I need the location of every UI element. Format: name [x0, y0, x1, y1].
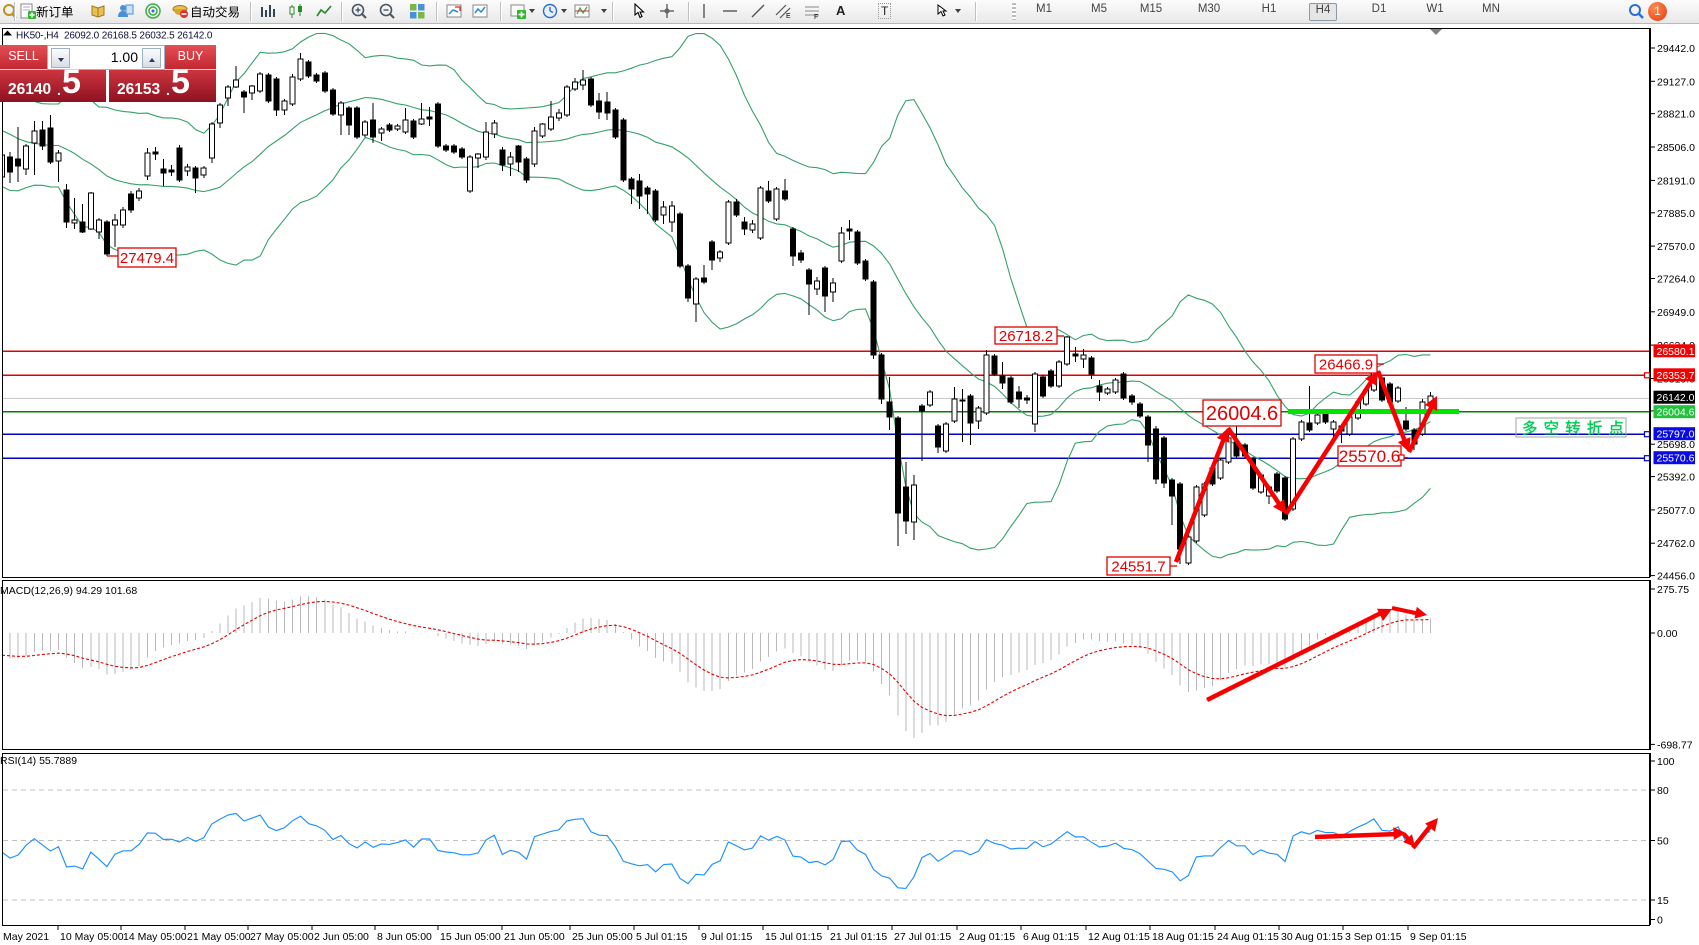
svg-text:26004.6: 26004.6 [1206, 403, 1278, 425]
svg-text:25392.0: 25392.0 [1657, 472, 1695, 484]
svg-text:9 Sep 01:15: 9 Sep 01:15 [1410, 931, 1467, 943]
svg-text:21 Jul 01:15: 21 Jul 01:15 [830, 931, 887, 943]
svg-text:24762.0: 24762.0 [1657, 538, 1695, 550]
svg-text:100: 100 [1657, 756, 1675, 768]
svg-text:26718.2: 26718.2 [999, 328, 1053, 345]
svg-text:29442.0: 29442.0 [1657, 43, 1695, 55]
svg-text:24551.7: 24551.7 [1111, 558, 1165, 575]
svg-text:0: 0 [1657, 915, 1663, 927]
svg-text:12 Aug 01:15: 12 Aug 01:15 [1088, 931, 1150, 943]
svg-text:3 Sep 01:15: 3 Sep 01:15 [1345, 931, 1402, 943]
svg-text:275.75: 275.75 [1657, 584, 1689, 596]
svg-text:E: E [786, 13, 791, 20]
svg-text:25570.6: 25570.6 [1339, 447, 1400, 466]
svg-text:26353.7: 26353.7 [1657, 370, 1695, 382]
svg-text:28506.0: 28506.0 [1657, 142, 1695, 154]
svg-text:5 Jul 01:15: 5 Jul 01:15 [636, 931, 688, 943]
svg-text:-698.77: -698.77 [1657, 739, 1693, 751]
svg-text:2 Jun 05:00: 2 Jun 05:00 [314, 931, 369, 943]
svg-text:26142.0: 26142.0 [1657, 392, 1695, 404]
svg-text:RSI(14) 55.7889: RSI(14) 55.7889 [0, 755, 77, 767]
svg-text:HK50-,H4 26092.0 26168.5 2603: HK50-,H4 26092.0 26168.5 26032.5 26142.0 [16, 31, 213, 42]
svg-text:15 Jul 01:15: 15 Jul 01:15 [765, 931, 822, 943]
svg-text:27264.0: 27264.0 [1657, 274, 1695, 286]
svg-text:15 Jun 05:00: 15 Jun 05:00 [440, 931, 501, 943]
svg-text:26466.9: 26466.9 [1319, 356, 1373, 373]
svg-text:18 Aug 01:15: 18 Aug 01:15 [1152, 931, 1214, 943]
svg-text:0.00: 0.00 [1657, 628, 1678, 640]
svg-text:21 May 05:00: 21 May 05:00 [187, 931, 251, 943]
svg-text:F: F [814, 14, 818, 20]
svg-text:25797.0: 25797.0 [1657, 429, 1695, 441]
svg-text:29127.0: 29127.0 [1657, 76, 1695, 88]
svg-text:25570.6: 25570.6 [1657, 453, 1695, 465]
svg-text:80: 80 [1657, 785, 1669, 797]
svg-text:26580.1: 26580.1 [1657, 346, 1695, 358]
svg-text:25 Jun 05:00: 25 Jun 05:00 [572, 931, 633, 943]
svg-text:24 Aug 01:15: 24 Aug 01:15 [1217, 931, 1279, 943]
svg-text:MACD(12,26,9) 94.29 101.68: MACD(12,26,9) 94.29 101.68 [0, 585, 137, 597]
svg-text:24456.0: 24456.0 [1657, 571, 1695, 583]
svg-text:28191.0: 28191.0 [1657, 175, 1695, 187]
svg-text:27885.0: 27885.0 [1657, 208, 1695, 220]
svg-text:2 Aug 01:15: 2 Aug 01:15 [959, 931, 1015, 943]
svg-text:27 May 05:00: 27 May 05:00 [250, 931, 314, 943]
svg-text:10 May 05:00: 10 May 05:00 [60, 931, 124, 943]
svg-text:9 Jul 01:15: 9 Jul 01:15 [701, 931, 753, 943]
svg-text:6 Aug 01:15: 6 Aug 01:15 [1023, 931, 1079, 943]
svg-text:21 Jun 05:00: 21 Jun 05:00 [504, 931, 565, 943]
svg-text:26004.6: 26004.6 [1657, 407, 1695, 419]
svg-text:27 Jul 01:15: 27 Jul 01:15 [894, 931, 951, 943]
svg-text:26949.0: 26949.0 [1657, 307, 1695, 319]
svg-text:25698.0: 25698.0 [1657, 439, 1695, 451]
svg-text:30 Aug 01:15: 30 Aug 01:15 [1281, 931, 1343, 943]
svg-text:May 2021: May 2021 [3, 931, 49, 943]
svg-text:25077.0: 25077.0 [1657, 505, 1695, 517]
svg-text:50: 50 [1657, 836, 1669, 848]
svg-text:14 May 05:00: 14 May 05:00 [123, 931, 187, 943]
svg-text:8 Jun 05:00: 8 Jun 05:00 [377, 931, 432, 943]
svg-text:27479.4: 27479.4 [120, 250, 174, 267]
svg-text:15: 15 [1657, 895, 1669, 907]
svg-text:27570.0: 27570.0 [1657, 241, 1695, 253]
svg-text:28821.0: 28821.0 [1657, 109, 1695, 121]
